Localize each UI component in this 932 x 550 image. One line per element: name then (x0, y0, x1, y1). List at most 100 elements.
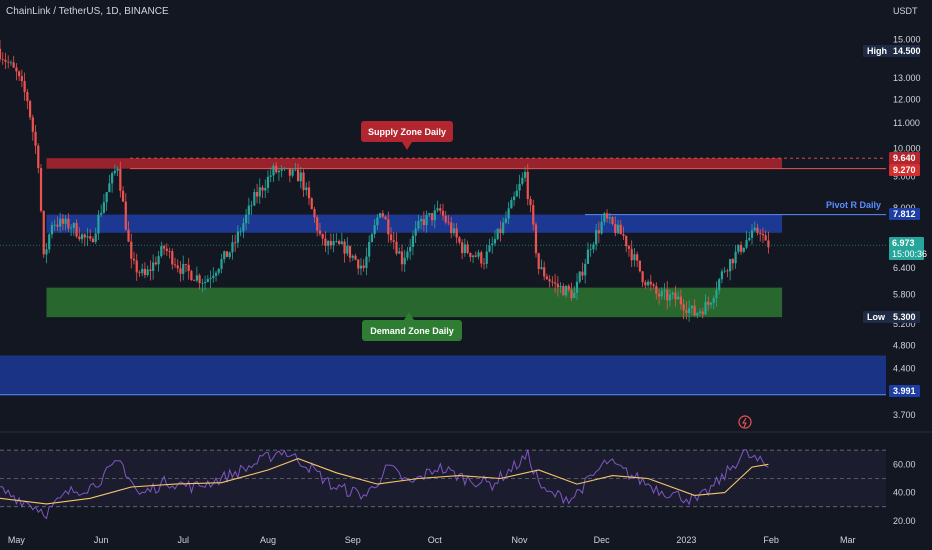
candle-body (250, 205, 253, 207)
candle-body (398, 251, 401, 254)
candle-body (135, 260, 138, 273)
candle-body (26, 92, 29, 102)
candle-body (23, 81, 26, 93)
candle-body (466, 244, 469, 253)
candle-body (201, 282, 204, 284)
pivot-zone-label: Pivot R Daily (826, 200, 881, 210)
candle-body (217, 268, 220, 273)
candle-body (283, 168, 286, 169)
candle-body (586, 249, 590, 264)
high-tag-value: 14.500 (893, 46, 921, 56)
candle-body (764, 235, 767, 241)
candle-body (636, 254, 639, 261)
candle-body (480, 252, 483, 264)
demand-zone-callout[interactable]: Demand Zone Daily (362, 312, 462, 341)
candle-body (630, 248, 633, 261)
candle-body (447, 222, 450, 224)
candle-body (537, 253, 540, 269)
candle-body (307, 187, 311, 199)
candle-body (206, 279, 209, 283)
candle-body (477, 252, 480, 257)
candle-body (255, 192, 259, 197)
rsi-tick-label: 40.00 (893, 488, 916, 498)
candle-body (296, 169, 300, 182)
candle-body (526, 171, 529, 200)
candle-body (439, 208, 442, 211)
candle-body (499, 228, 502, 234)
candle-body (452, 228, 456, 234)
candle-body (679, 296, 683, 305)
candle-body (515, 190, 518, 197)
candle-body (701, 311, 704, 315)
candle-body (113, 170, 116, 174)
candle-body (143, 268, 147, 275)
candle-body (69, 227, 73, 229)
candle-body (337, 241, 341, 245)
lightning-icon[interactable] (738, 415, 752, 429)
high-tag-label: High (867, 46, 887, 56)
candle-body (556, 283, 559, 288)
candle-body (748, 237, 751, 241)
candle-body (461, 242, 464, 254)
supply-bottom-tag: 9.270 (889, 164, 920, 176)
candle-body (502, 222, 505, 234)
candle-body (406, 251, 409, 258)
candle-body (64, 218, 67, 224)
candle-body (422, 219, 425, 226)
candle-body (592, 244, 595, 250)
candle-body (729, 259, 732, 272)
price-tick-label: 12.000 (893, 94, 921, 104)
candle-body (753, 227, 756, 231)
candle-body (685, 310, 688, 314)
candle-body (351, 255, 354, 258)
candle-body (627, 246, 631, 249)
candle-body (15, 67, 18, 72)
candle-body (359, 265, 363, 269)
candle-body (504, 218, 507, 223)
candle-body (573, 292, 576, 299)
supply-zone-label: Supply Zone Daily (368, 127, 446, 137)
candle-body (152, 262, 155, 271)
candle-body (50, 224, 54, 235)
price-tick-label: 4.800 (893, 340, 916, 350)
candle-body (603, 213, 606, 223)
candle-body (108, 183, 111, 193)
candle-body (605, 213, 609, 219)
time-tick-label: Feb (763, 535, 779, 545)
candle-body (368, 241, 371, 257)
candle-body (567, 286, 570, 290)
supply-bottom-value: 9.270 (893, 165, 916, 175)
candle-body (321, 233, 324, 239)
candle-body (644, 282, 647, 286)
candle-body (56, 224, 59, 227)
lower-zone (0, 355, 886, 395)
candle-body (693, 305, 696, 316)
price-tick-label: 10.000 (893, 143, 921, 153)
rsi-line (0, 449, 769, 520)
pivot-tag: 7.812 (889, 208, 920, 220)
supply-zone-callout[interactable]: Supply Zone Daily (361, 121, 453, 150)
candle-body (234, 242, 237, 244)
candle-body (709, 302, 713, 305)
candle-body (731, 259, 734, 264)
candle-body (94, 233, 97, 243)
candle-body (387, 219, 390, 235)
candle-body (698, 311, 702, 313)
candle-body (173, 264, 177, 266)
candle-body (89, 236, 92, 239)
candle-body (179, 268, 182, 274)
candle-body (433, 210, 436, 221)
candle-body (288, 168, 291, 176)
candle-body (4, 59, 7, 62)
rsi-ma-line (0, 458, 769, 505)
candle-body (146, 269, 149, 275)
candle-body (168, 250, 171, 252)
candle-body (184, 263, 188, 265)
candle-body (510, 200, 513, 209)
candle-body (660, 290, 663, 297)
candle-body (674, 292, 677, 300)
candle-body (1, 59, 4, 60)
candle-body (488, 245, 491, 252)
price-tick-label: 5.200 (893, 319, 916, 329)
